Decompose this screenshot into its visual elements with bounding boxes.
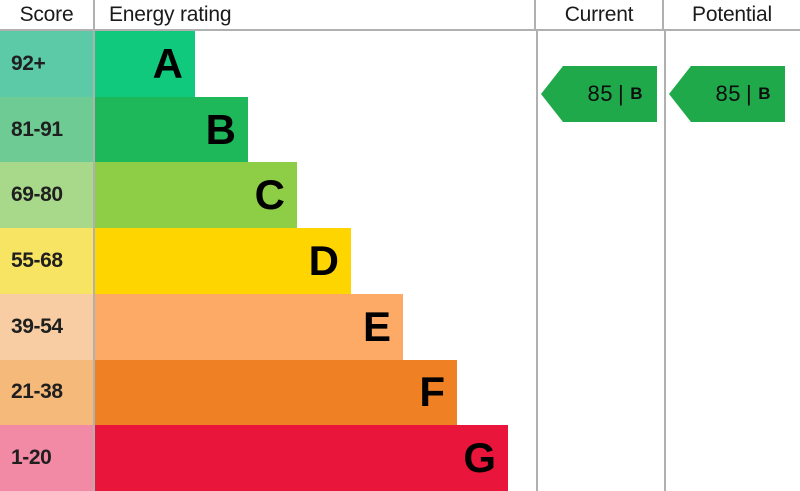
- current-rating-band: B: [630, 84, 643, 103]
- score-range-f: 21-38: [11, 380, 63, 404]
- score-cell-a: 92+: [0, 31, 95, 97]
- score-cell-c: 69-80: [0, 162, 95, 229]
- band-row: 81-91 B: [0, 96, 800, 163]
- band-bar-d: D: [95, 228, 351, 294]
- column-divider-score: [93, 31, 95, 491]
- band-letter-f: F: [419, 368, 445, 416]
- band-letter-g: G: [463, 434, 496, 482]
- column-divider-current: [536, 31, 538, 491]
- current-rating-score: 85: [587, 81, 613, 106]
- band-letter-a: A: [152, 39, 183, 87]
- potential-rating-band: B: [758, 84, 771, 103]
- header-potential: Potential: [664, 0, 800, 31]
- score-cell-e: 39-54: [0, 293, 95, 360]
- score-cell-f: 21-38: [0, 359, 95, 426]
- score-range-d: 55-68: [11, 248, 63, 272]
- header-score: Score: [0, 0, 95, 31]
- potential-rating-arrow: 85 | B: [669, 66, 785, 122]
- header-current: Current: [536, 0, 664, 31]
- score-range-g: 1-20: [11, 446, 52, 470]
- header-current-label: Current: [564, 2, 634, 26]
- band-row: 39-54 E: [0, 293, 800, 360]
- current-rating-separator: |: [618, 81, 625, 106]
- header-score-label: Score: [19, 2, 74, 26]
- band-row: 1-20 G: [0, 425, 800, 491]
- column-divider-potential: [664, 31, 666, 491]
- band-bar-c: C: [95, 162, 297, 229]
- band-letter-e: E: [362, 302, 391, 350]
- rating-bands: 92+ A 81-91 B 69-80 C 55-68: [0, 31, 800, 491]
- band-row: 69-80 C: [0, 162, 800, 229]
- score-cell-g: 1-20: [0, 425, 95, 491]
- score-range-b: 81-91: [11, 117, 63, 141]
- band-bar-a: A: [95, 31, 195, 97]
- band-bar-e: E: [95, 293, 403, 360]
- potential-rating-score: 85: [715, 81, 741, 106]
- band-bar-b: B: [95, 96, 248, 163]
- score-cell-b: 81-91: [0, 96, 95, 163]
- band-letter-c: C: [254, 171, 285, 219]
- score-cell-d: 55-68: [0, 228, 95, 294]
- band-bar-f: F: [95, 359, 457, 426]
- band-letter-b: B: [205, 105, 236, 153]
- chart-header-row: Score Energy rating Current Potential: [0, 0, 800, 31]
- band-row: 92+ A: [0, 31, 800, 97]
- band-row: 21-38 F: [0, 359, 800, 426]
- score-range-e: 39-54: [11, 314, 63, 338]
- band-letter-d: D: [308, 236, 339, 284]
- band-row: 55-68 D: [0, 228, 800, 294]
- header-energy-rating-label: Energy rating: [109, 2, 232, 26]
- potential-rating-separator: |: [746, 81, 753, 106]
- current-rating-arrow: 85 | B: [541, 66, 657, 122]
- header-potential-label: Potential: [692, 2, 772, 26]
- score-range-a: 92+: [11, 51, 46, 75]
- score-range-c: 69-80: [11, 183, 63, 207]
- band-bar-g: G: [95, 425, 508, 491]
- header-energy-rating: Energy rating: [95, 0, 536, 31]
